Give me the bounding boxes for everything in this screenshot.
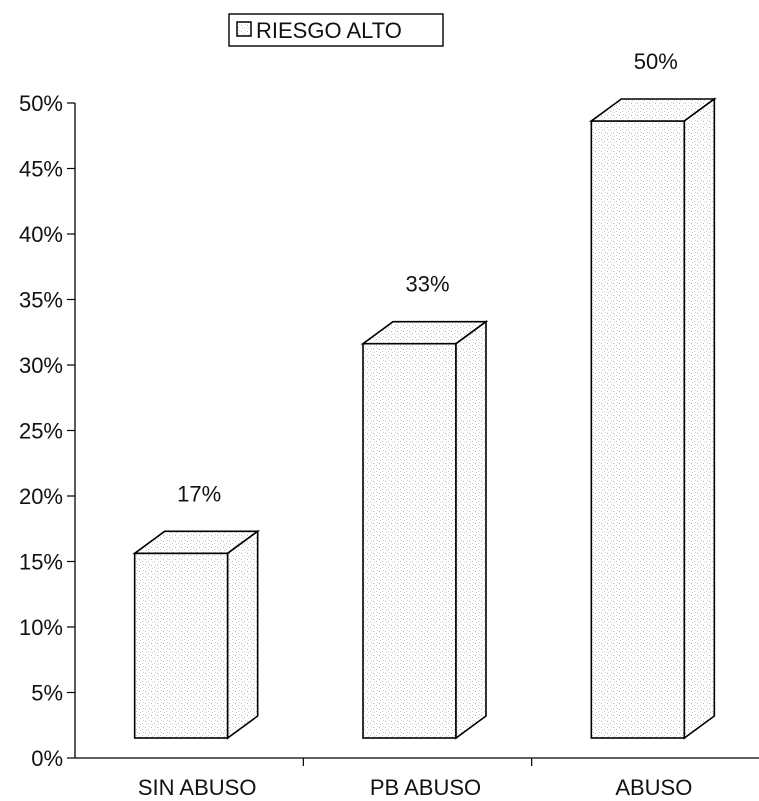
y-axis-ticks: 0% 5% 10% 15% 20% 25% 30% 35% 40% 45% 50% xyxy=(19,91,75,771)
y-tick-label: 50% xyxy=(19,91,63,116)
x-tick-label: ABUSO xyxy=(615,775,692,800)
bars xyxy=(132,97,717,740)
x-tick-label: PB ABUSO xyxy=(370,775,481,800)
bar-front xyxy=(362,342,457,739)
y-tick-label: 25% xyxy=(19,419,63,444)
bar xyxy=(132,529,261,740)
data-labels: 17% 33% 50% xyxy=(177,49,678,506)
bar-front xyxy=(133,552,229,739)
bar-side xyxy=(683,97,716,740)
bar-front xyxy=(590,120,686,739)
y-tick-label: 15% xyxy=(19,550,63,575)
y-tick-label: 10% xyxy=(19,615,63,640)
data-label: 17% xyxy=(177,481,221,506)
legend-label: RIESGO ALTO xyxy=(256,18,402,43)
data-label: 33% xyxy=(405,272,449,297)
legend-box xyxy=(228,13,444,47)
x-axis-ticks: SIN ABUSO PB ABUSO ABUSO xyxy=(138,758,692,800)
bar-side xyxy=(226,529,259,740)
y-tick-label: 35% xyxy=(19,288,63,313)
y-tick-label: 30% xyxy=(19,353,63,378)
y-tick-label: 20% xyxy=(19,484,63,509)
bar xyxy=(360,320,489,740)
legend-swatch xyxy=(236,21,252,37)
x-tick-label: SIN ABUSO xyxy=(138,775,257,800)
y-tick-label: 0% xyxy=(31,746,63,771)
bar xyxy=(588,97,717,740)
y-tick-label: 45% xyxy=(19,157,63,182)
y-tick-label: 5% xyxy=(31,681,63,706)
y-tick-label: 40% xyxy=(19,222,63,247)
bar-side xyxy=(455,320,487,740)
legend: RIESGO ALTO xyxy=(228,13,444,47)
data-label: 50% xyxy=(634,49,678,74)
